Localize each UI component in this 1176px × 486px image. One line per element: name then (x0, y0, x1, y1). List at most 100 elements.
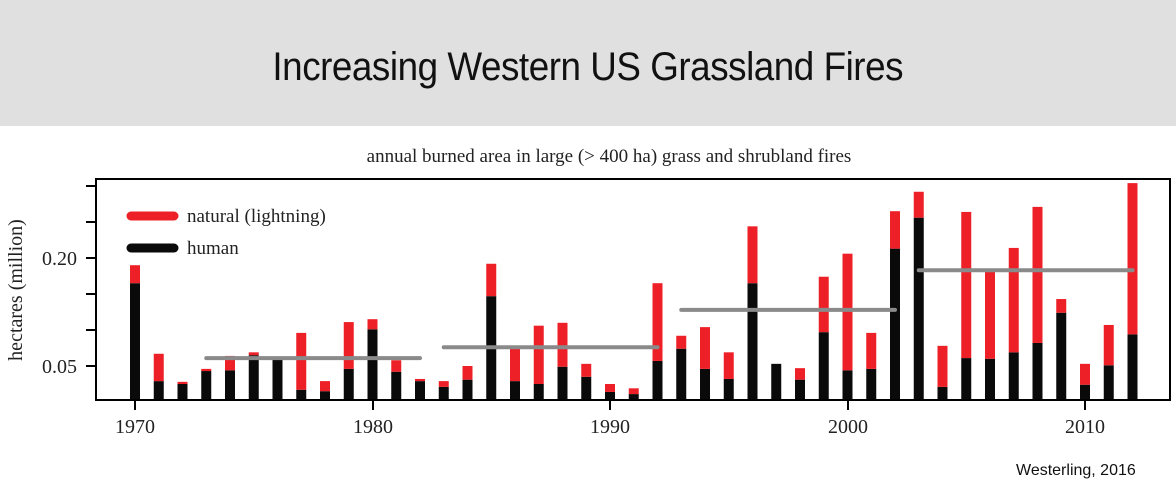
bar-2004 (937, 345, 948, 400)
bar-segment-natural (1103, 324, 1114, 366)
bar-2006 (985, 270, 995, 400)
y-axis: 0.05 0.20 (42, 185, 96, 378)
bar-segment-natural (890, 211, 900, 249)
legend: natural (lightning) human (126, 206, 326, 259)
bar-segment-human (700, 368, 710, 400)
bar-2003 (913, 191, 924, 400)
bar-segment-natural (415, 378, 425, 382)
x-axis: 1970 1980 1990 2000 2010 (115, 400, 1105, 438)
bar-segment-natural (510, 348, 520, 382)
chart-title: annual burned area in large (> 400 ha) g… (366, 146, 852, 167)
bar-1972 (177, 381, 188, 400)
bar-segment-human (913, 217, 924, 400)
bar-segment-natural (462, 366, 473, 380)
bar-segment-human (1056, 312, 1067, 400)
x-tick-label: 2010 (1065, 416, 1105, 438)
bar-segment-human (890, 248, 900, 400)
bar-1983 (438, 381, 449, 400)
bar-segment-natural (723, 352, 734, 379)
bar-1978 (320, 381, 330, 400)
bar-segment-human (415, 381, 425, 400)
bar-segment-human (462, 379, 473, 400)
page-title: Increasing Western US Grassland Fires (272, 44, 904, 89)
bar-2011 (1103, 324, 1114, 400)
bar-segment-human (795, 379, 805, 400)
bar-2002 (890, 211, 900, 400)
bar-segment-natural (581, 363, 592, 377)
bar-1979 (343, 322, 354, 400)
bar-segment-natural (225, 355, 235, 371)
bar-segment-natural (628, 388, 639, 395)
bar-segment-human (818, 332, 829, 400)
bar-segment-human (723, 378, 734, 400)
bar-1991 (628, 388, 639, 400)
bar-segment-natural (700, 327, 710, 369)
bar-1985 (486, 263, 497, 400)
bar-segment-natural (557, 322, 568, 367)
bar-segment-human (1127, 334, 1138, 400)
bar-2008 (1032, 206, 1043, 400)
bar-segment-human (248, 355, 259, 400)
bar-segment-human (557, 366, 568, 400)
bar-segment-natural (533, 325, 544, 384)
bar-segment-human (320, 391, 330, 400)
source-credit: Westerling, 2016 (1016, 462, 1136, 479)
bar-1981 (391, 360, 402, 400)
bar-segment-human (771, 363, 782, 400)
bar-segment-human (177, 384, 188, 400)
bar-2001 (866, 332, 877, 400)
bar-1997 (771, 363, 782, 400)
bar-segment-natural (795, 368, 805, 380)
bar-segment-human (1008, 352, 1019, 400)
bar-segment-human (961, 358, 972, 400)
bar-1973 (201, 368, 212, 400)
legend-label-human: human (187, 238, 239, 259)
bar-segment-human (438, 386, 449, 400)
bar-2005 (961, 211, 972, 400)
bar-segment-human (747, 283, 758, 400)
bar-1998 (795, 368, 805, 400)
x-tick-label: 1970 (115, 416, 155, 438)
y-axis-label: hectares (million) (5, 219, 27, 361)
bar-1974 (225, 355, 235, 400)
bar-segment-human (272, 358, 283, 400)
bar-1980 (367, 319, 378, 400)
bar-2009 (1056, 299, 1067, 400)
bar-1975 (248, 352, 259, 400)
bar-segment-human (153, 381, 164, 400)
bar-1992 (652, 283, 663, 400)
bar-segment-human (343, 368, 354, 400)
bar-segment-human (652, 360, 663, 400)
bar-segment-human (937, 386, 948, 400)
bar-1990 (605, 384, 615, 400)
decadal-mean-lines (204, 268, 1135, 361)
bar-segment-human (1080, 384, 1090, 400)
bar-segment-natural (177, 381, 188, 384)
bar-1970 (130, 265, 140, 400)
bar-segment-human (533, 384, 544, 400)
bar-segment-natural (1008, 247, 1019, 353)
bar-segment-human (296, 389, 307, 400)
bar-2000 (842, 253, 853, 400)
bar-segment-natural (296, 332, 307, 390)
bar-segment-natural (652, 283, 663, 361)
bar-1982 (415, 378, 425, 400)
legend-label-natural: natural (lightning) (187, 206, 326, 227)
bar-segment-natural (486, 263, 497, 297)
bar-1996 (747, 226, 758, 400)
bar-segment-natural (937, 345, 948, 387)
bar-2010 (1080, 363, 1090, 400)
bar-segment-human (581, 376, 592, 400)
y-tick-label: 0.05 (42, 356, 77, 378)
x-tick-label: 1990 (590, 416, 630, 438)
bar-2007 (1008, 247, 1019, 400)
bar-segment-natural (913, 191, 924, 218)
bar-segment-natural (153, 353, 164, 382)
bar-segment-human (676, 348, 687, 400)
bar-1977 (296, 332, 307, 400)
bar-segment-natural (367, 319, 378, 330)
bar-segment-natural (438, 381, 449, 387)
bar-segment-natural (1127, 183, 1138, 335)
bar-segment-natural (961, 211, 972, 359)
